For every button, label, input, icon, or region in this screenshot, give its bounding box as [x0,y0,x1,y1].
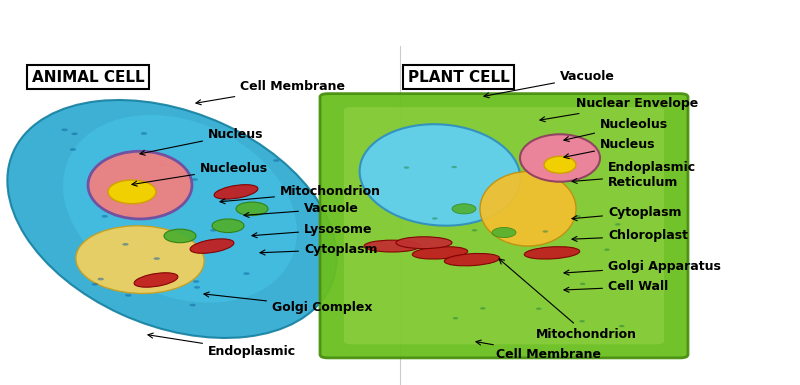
Ellipse shape [360,124,520,226]
Ellipse shape [212,219,244,233]
Ellipse shape [98,278,104,280]
Ellipse shape [412,247,468,259]
Ellipse shape [396,237,452,249]
Ellipse shape [122,243,129,246]
Text: Cell Membrane: Cell Membrane [196,80,345,105]
Ellipse shape [243,272,250,275]
Ellipse shape [452,204,476,214]
Ellipse shape [141,132,147,135]
Ellipse shape [492,228,516,238]
Text: Cytoplasm: Cytoplasm [260,243,378,256]
Text: Nuclear Envelope: Nuclear Envelope [540,97,698,122]
Text: Vacuole: Vacuole [244,203,359,218]
Ellipse shape [472,229,478,231]
Ellipse shape [190,304,196,306]
Ellipse shape [615,223,621,226]
Text: Cytoplasm: Cytoplasm [572,206,682,221]
Ellipse shape [159,164,166,166]
FancyBboxPatch shape [320,94,688,358]
Ellipse shape [194,286,200,289]
Ellipse shape [453,317,458,320]
Ellipse shape [193,280,199,283]
Ellipse shape [520,134,600,182]
Ellipse shape [164,229,196,243]
Text: ANIMAL CELL: ANIMAL CELL [32,70,145,85]
Ellipse shape [190,239,234,253]
Ellipse shape [88,151,192,219]
Ellipse shape [92,283,98,286]
Text: STRUCTURE AND COMPONENTS OF A CELL: STRUCTURE AND COMPONENTS OF A CELL [16,13,610,37]
Text: Vacuole: Vacuole [484,70,615,98]
Ellipse shape [579,320,585,322]
Ellipse shape [102,215,108,218]
Ellipse shape [575,215,581,218]
Ellipse shape [364,240,420,252]
Ellipse shape [604,248,610,251]
Ellipse shape [210,229,217,232]
Text: Lysosome: Lysosome [252,223,373,238]
Text: Cell Wall: Cell Wall [564,280,668,293]
Ellipse shape [76,226,204,293]
Text: Nucleus: Nucleus [140,128,263,155]
Ellipse shape [108,180,156,204]
Ellipse shape [451,166,457,168]
FancyBboxPatch shape [344,107,664,344]
Text: Golgi Apparatus: Golgi Apparatus [564,260,721,275]
Text: Chloroplast: Chloroplast [572,229,688,243]
Ellipse shape [580,283,586,285]
Ellipse shape [544,156,576,173]
Ellipse shape [566,179,571,182]
Ellipse shape [524,247,580,259]
Ellipse shape [444,253,500,266]
Text: Cell Membrane: Cell Membrane [476,340,601,361]
Ellipse shape [191,178,198,181]
Ellipse shape [71,132,78,135]
Text: Mitochondrion: Mitochondrion [499,259,637,341]
Text: Nucleolus: Nucleolus [132,162,268,186]
Ellipse shape [63,115,297,303]
Ellipse shape [125,294,131,297]
Ellipse shape [70,148,76,151]
Ellipse shape [125,213,131,216]
Text: Endoplasmic
Reticulum: Endoplasmic Reticulum [572,161,696,189]
Text: Golgi Complex: Golgi Complex [204,292,373,313]
Ellipse shape [619,325,625,327]
Ellipse shape [221,199,227,202]
Ellipse shape [480,172,576,246]
Ellipse shape [480,307,486,310]
Ellipse shape [432,217,438,220]
Ellipse shape [62,129,68,131]
Ellipse shape [154,257,160,260]
Text: Nucleolus: Nucleolus [564,118,668,142]
Ellipse shape [536,308,542,310]
Ellipse shape [273,159,279,162]
Text: Mitochondrion: Mitochondrion [220,186,381,204]
Ellipse shape [7,100,337,338]
Ellipse shape [542,230,548,233]
Ellipse shape [404,166,410,169]
Text: PLANT CELL: PLANT CELL [408,70,510,85]
Text: Endoplasmic: Endoplasmic [148,333,296,358]
Ellipse shape [236,202,268,216]
Ellipse shape [134,273,178,287]
Text: Nucleus: Nucleus [564,138,655,159]
Ellipse shape [214,185,258,199]
